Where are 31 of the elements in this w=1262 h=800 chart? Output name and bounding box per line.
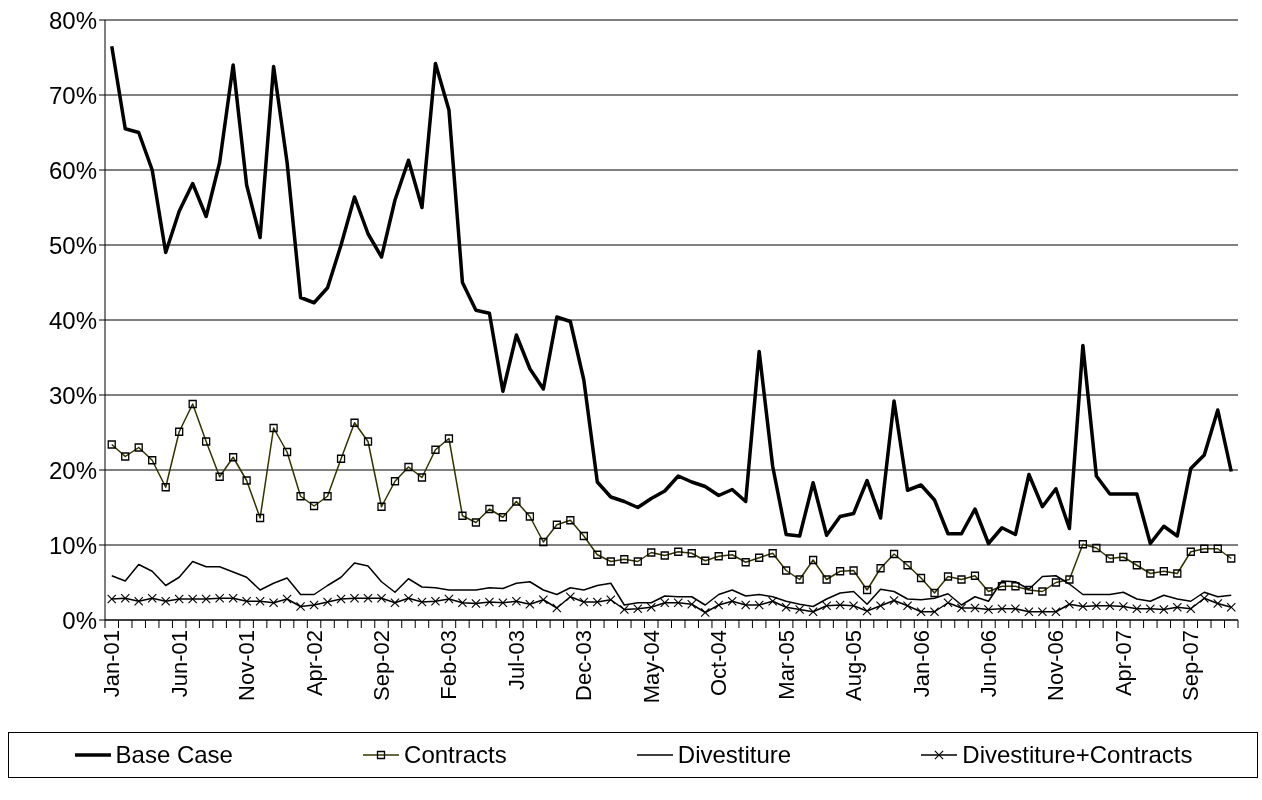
y-tick-label: 20%	[48, 456, 97, 484]
x-tick-label: Jan-06	[908, 630, 934, 698]
x-tick-label: Oct-04	[706, 630, 732, 697]
y-tick-label: 60%	[48, 156, 97, 184]
x-tick-label: Mar-05	[773, 630, 799, 700]
legend-label: Divestiture+Contracts	[961, 741, 1193, 769]
y-tick-label: 30%	[48, 381, 97, 409]
x-tick-label: Apr-02	[301, 630, 327, 697]
y-tick-label: 50%	[48, 231, 97, 259]
y-tick-label: 0%	[62, 606, 97, 634]
x-tick-label: Jan-01	[99, 630, 125, 698]
x-tick-label: Jun-06	[975, 630, 1001, 698]
x-tick-label: Jul-03	[503, 630, 529, 690]
x-tick-label: Jun-01	[166, 630, 192, 698]
legend-label: Base Case	[114, 741, 233, 769]
y-tick-label: 80%	[48, 6, 97, 34]
x-tick-label: May-04	[638, 630, 664, 704]
x-tick-label: Sep-07	[1178, 630, 1204, 701]
x-tick-label: Feb-03	[436, 630, 462, 700]
line-series	[109, 44, 1234, 546]
x-tick-label: Dec-03	[571, 630, 597, 701]
x-tick-label: Nov-06	[1043, 630, 1069, 701]
y-tick-label: 10%	[48, 531, 97, 559]
y-tick-label: 70%	[48, 81, 97, 109]
x-tick-label: Nov-01	[234, 630, 260, 701]
y-tick-label: 40%	[48, 306, 97, 334]
x-tick-label: Aug-05	[841, 630, 867, 701]
x-tick-label: Sep-02	[369, 630, 395, 701]
legend-label: Divestiture	[676, 741, 792, 769]
x-tick-label: Apr-07	[1110, 630, 1136, 697]
legend-label: Contracts	[403, 741, 507, 769]
